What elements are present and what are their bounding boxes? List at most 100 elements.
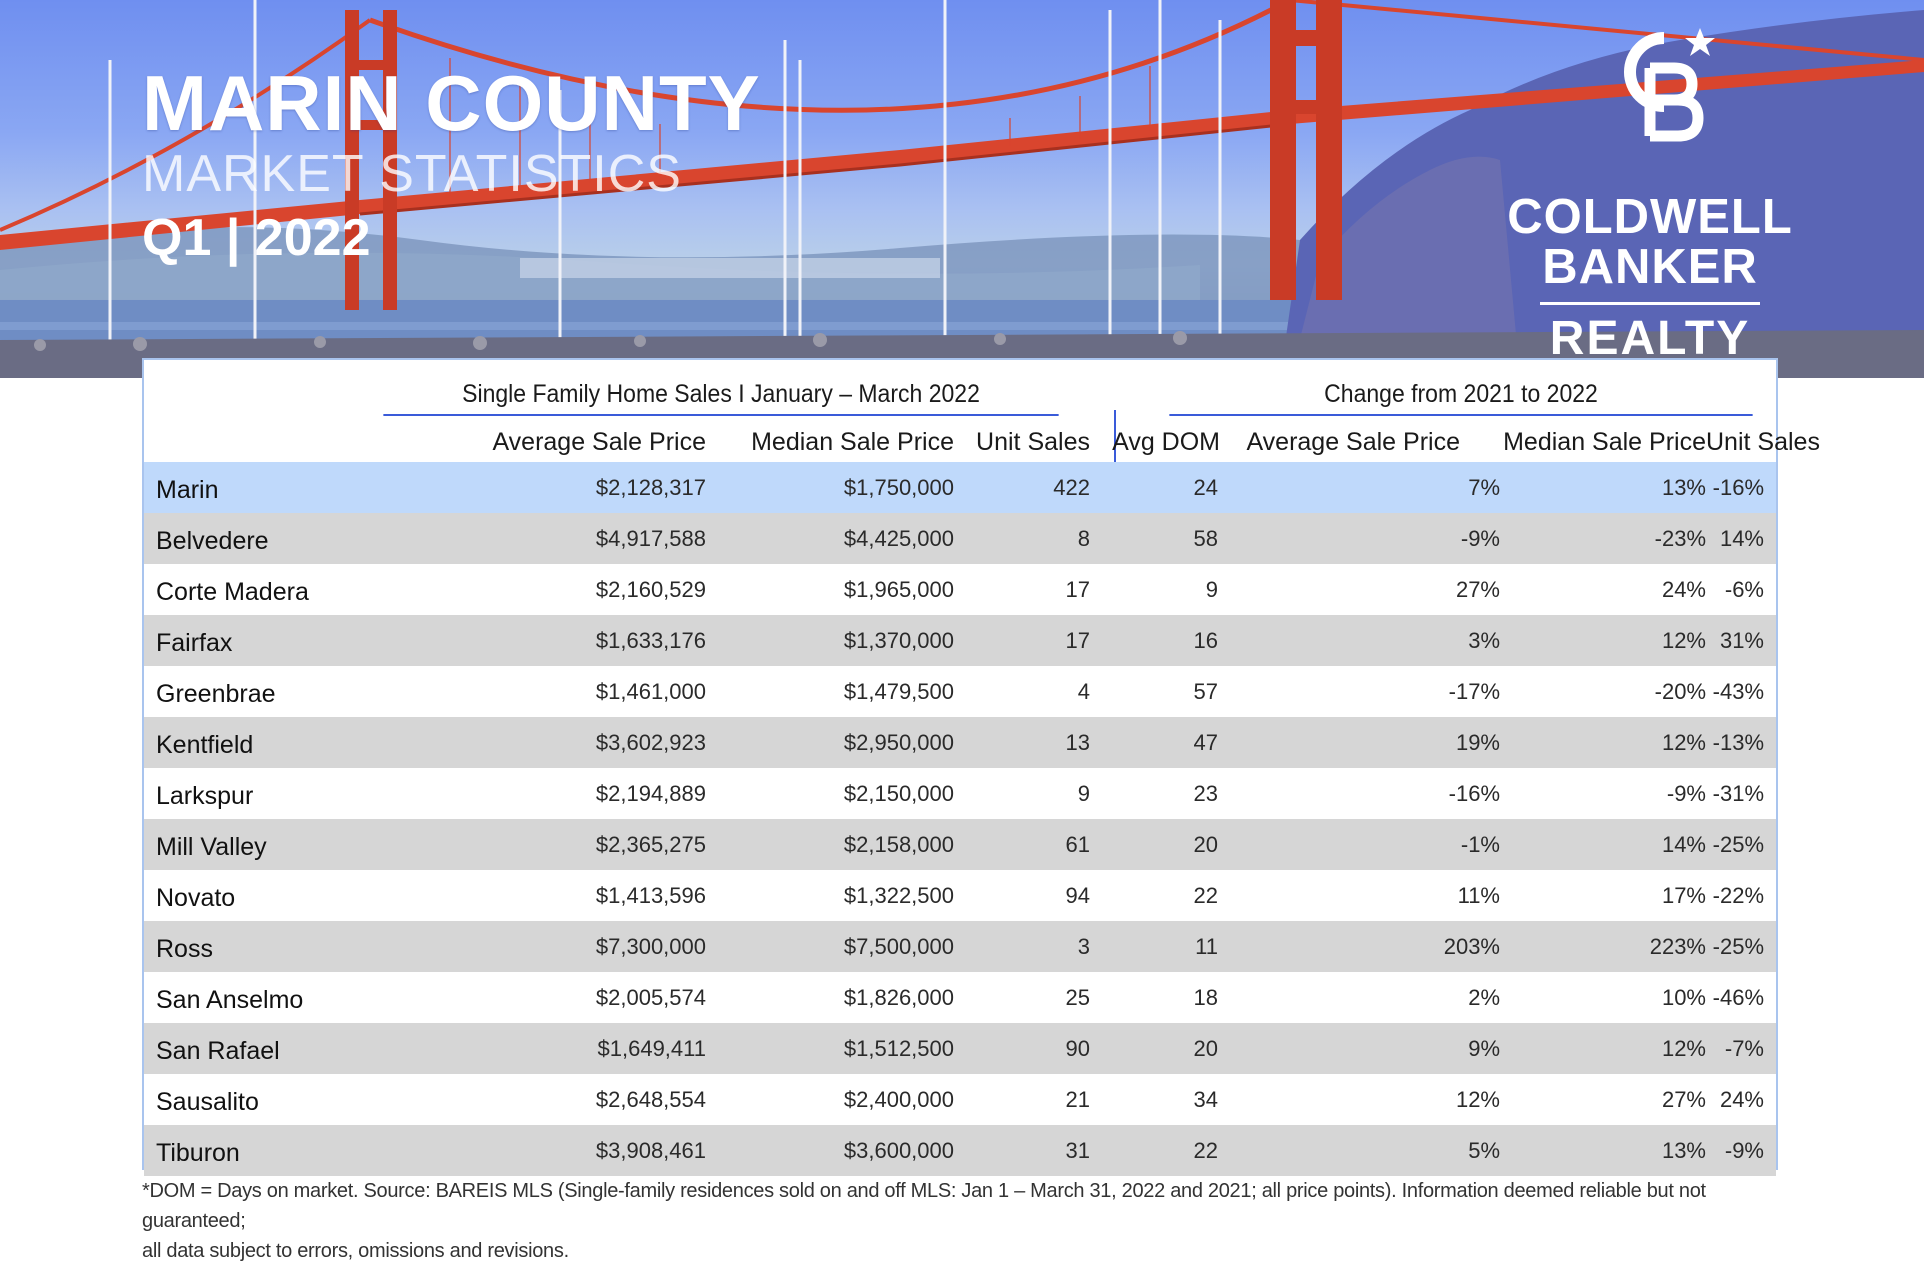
col-header-unit-sales: Unit Sales [976, 428, 1090, 456]
cell-avg-dom: 9 [1205, 577, 1218, 602]
table-row: Corte Madera $2,160,529 $1,965,000 17 9 27% 24… [144, 564, 1776, 615]
cell-unit-sales: 25 [1065, 985, 1090, 1010]
cell-avg-price: $1,649,411 [597, 1036, 706, 1061]
cell-avg-price: $1,633,176 [595, 628, 706, 653]
cell-avg-price: $2,194,889 [595, 781, 706, 806]
cell-chg-avg-price: 9% [1468, 1036, 1500, 1061]
cell-median-price: $2,400,000 [843, 1087, 954, 1112]
cell-chg-avg-price: 3% [1468, 628, 1500, 653]
cell-chg-unit-sales: -16% [1712, 475, 1764, 500]
table-row: San Rafael $1,649,411 $1,512,500 90 20 9% 12% -… [144, 1023, 1776, 1074]
table-row: Mill Valley $2,365,275 $2,158,000 61 20 -1% 14… [144, 819, 1776, 870]
cell-chg-median-price: 13% [1661, 475, 1706, 500]
cell-area-name: Novato [156, 884, 236, 912]
cell-unit-sales: 17 [1065, 577, 1090, 602]
table-row: Larkspur $2,194,889 $2,150,000 9 23 -16% -9% -3… [144, 768, 1776, 819]
cell-chg-unit-sales: -7% [1724, 1036, 1764, 1061]
cell-chg-unit-sales: -46% [1712, 985, 1764, 1010]
cell-avg-dom: 16 [1193, 628, 1218, 653]
cell-unit-sales: 4 [1077, 679, 1090, 704]
col-header-median-price: Median Sale Price [751, 428, 954, 456]
golden-gate-bridge-photo [0, 0, 1924, 378]
cell-chg-unit-sales: -13% [1712, 730, 1764, 755]
cell-chg-median-price: 10% [1661, 985, 1706, 1010]
cell-chg-avg-price: 12% [1455, 1087, 1500, 1112]
header-banner: MARIN COUNTY MARKET STATISTICS Q1 | 2022… [0, 0, 1924, 378]
title-block: MARIN COUNTY MARKET STATISTICS Q1 | 2022 [142, 62, 761, 270]
cell-chg-median-price: 13% [1661, 1138, 1706, 1163]
table-row: Novato $1,413,596 $1,322,500 94 22 11% 17% -22% [144, 870, 1776, 921]
cell-avg-price: $3,602,923 [595, 730, 706, 755]
cell-avg-dom: 24 [1193, 475, 1218, 500]
table-row: Sausalito $2,648,554 $2,400,000 21 34 12% 27% 2… [144, 1074, 1776, 1125]
group-header-change: Change from 2021 to 2022 [1169, 374, 1753, 416]
table-row: Tiburon $3,908,461 $3,600,000 31 22 5% 13% -9% [144, 1125, 1776, 1176]
table-row: Fairfax $1,633,176 $1,370,000 17 16 3% 12% 31% [144, 615, 1776, 666]
table-row: Belvedere $4,917,588 $4,425,000 8 58 -9% -23% 1… [144, 513, 1776, 564]
cell-area-name: Marin [156, 476, 219, 504]
cell-unit-sales: 31 [1065, 1138, 1090, 1163]
cell-chg-median-price: 223% [1649, 934, 1706, 959]
cell-chg-unit-sales: -25% [1712, 934, 1764, 959]
cell-avg-dom: 22 [1193, 1138, 1218, 1163]
brand-name-line1: COLDWELL [1507, 190, 1793, 244]
cell-unit-sales: 3 [1077, 934, 1090, 959]
cell-area-name: Sausalito [156, 1088, 259, 1116]
cell-median-price: $2,950,000 [843, 730, 954, 755]
cell-area-name: Larkspur [156, 782, 254, 810]
cell-chg-unit-sales: -31% [1712, 781, 1764, 806]
cell-avg-price: $2,128,317 [595, 475, 706, 500]
cell-chg-median-price: -20% [1654, 679, 1706, 704]
cell-avg-dom: 22 [1193, 883, 1218, 908]
cell-chg-median-price: 12% [1661, 1036, 1706, 1061]
cell-chg-avg-price: -9% [1460, 526, 1500, 551]
cell-avg-price: $2,160,529 [595, 577, 706, 602]
cell-median-price: $1,512,500 [843, 1036, 954, 1061]
cell-unit-sales: 61 [1065, 832, 1090, 857]
cell-area-name: Tiburon [156, 1139, 240, 1167]
cell-avg-price: $7,300,000 [595, 934, 706, 959]
cell-avg-price: $1,413,596 [595, 883, 706, 908]
cb-monogram-star-icon [1624, 28, 1715, 142]
cell-unit-sales: 17 [1065, 628, 1090, 653]
cell-median-price: $1,750,000 [843, 475, 954, 500]
cell-median-price: $1,479,500 [843, 679, 954, 704]
table-row: Kentfield $3,602,923 $2,950,000 13 47 19% 12% -… [144, 717, 1776, 768]
cell-unit-sales: 90 [1065, 1036, 1090, 1061]
cell-chg-unit-sales: 14% [1719, 526, 1764, 551]
cell-median-price: $1,965,000 [843, 577, 954, 602]
col-header-chg-avg-price: Average Sale Price [1246, 428, 1460, 456]
cell-median-price: $1,826,000 [843, 985, 954, 1010]
cell-chg-avg-price: 5% [1468, 1138, 1500, 1163]
cell-chg-avg-price: 2% [1468, 985, 1500, 1010]
cell-unit-sales: 422 [1053, 475, 1090, 500]
cell-avg-dom: 23 [1193, 781, 1218, 806]
cell-unit-sales: 94 [1065, 883, 1090, 908]
cell-avg-dom: 57 [1193, 679, 1218, 704]
cell-chg-median-price: -23% [1654, 526, 1706, 551]
cell-avg-price: $4,917,588 [595, 526, 706, 551]
table-row: San Anselmo $2,005,574 $1,826,000 25 18 2% 10%… [144, 972, 1776, 1023]
cell-chg-avg-price: 7% [1468, 475, 1500, 500]
cell-chg-median-price: 27% [1661, 1087, 1706, 1112]
cell-area-name: Belvedere [156, 527, 269, 555]
cell-median-price: $2,150,000 [843, 781, 954, 806]
table-body: Marin $2,128,317 $1,750,000 422 24 7% 13% -16% B… [144, 462, 1776, 1176]
cell-unit-sales: 8 [1077, 526, 1090, 551]
brand-name-line3: REALTY [1549, 312, 1751, 365]
cell-chg-median-price: 24% [1661, 577, 1706, 602]
cell-avg-dom: 20 [1193, 1036, 1218, 1061]
brand-name-line2: BANKER [1542, 240, 1758, 294]
cell-chg-median-price: -9% [1666, 781, 1706, 806]
cell-median-price: $1,370,000 [843, 628, 954, 653]
cell-chg-avg-price: 27% [1455, 577, 1500, 602]
page-subtitle: MARKET STATISTICS [142, 145, 682, 203]
col-header-chg-median-price: Median Sale Price [1503, 428, 1706, 456]
cell-avg-price: $3,908,461 [595, 1138, 706, 1163]
cell-area-name: San Anselmo [156, 986, 304, 1014]
cell-avg-price: $2,648,554 [595, 1087, 706, 1112]
brand-divider [1540, 302, 1760, 305]
cell-chg-unit-sales: -22% [1712, 883, 1764, 908]
cell-median-price: $4,425,000 [843, 526, 954, 551]
col-header-chg-unit-sales: Unit Sales [1706, 428, 1820, 456]
